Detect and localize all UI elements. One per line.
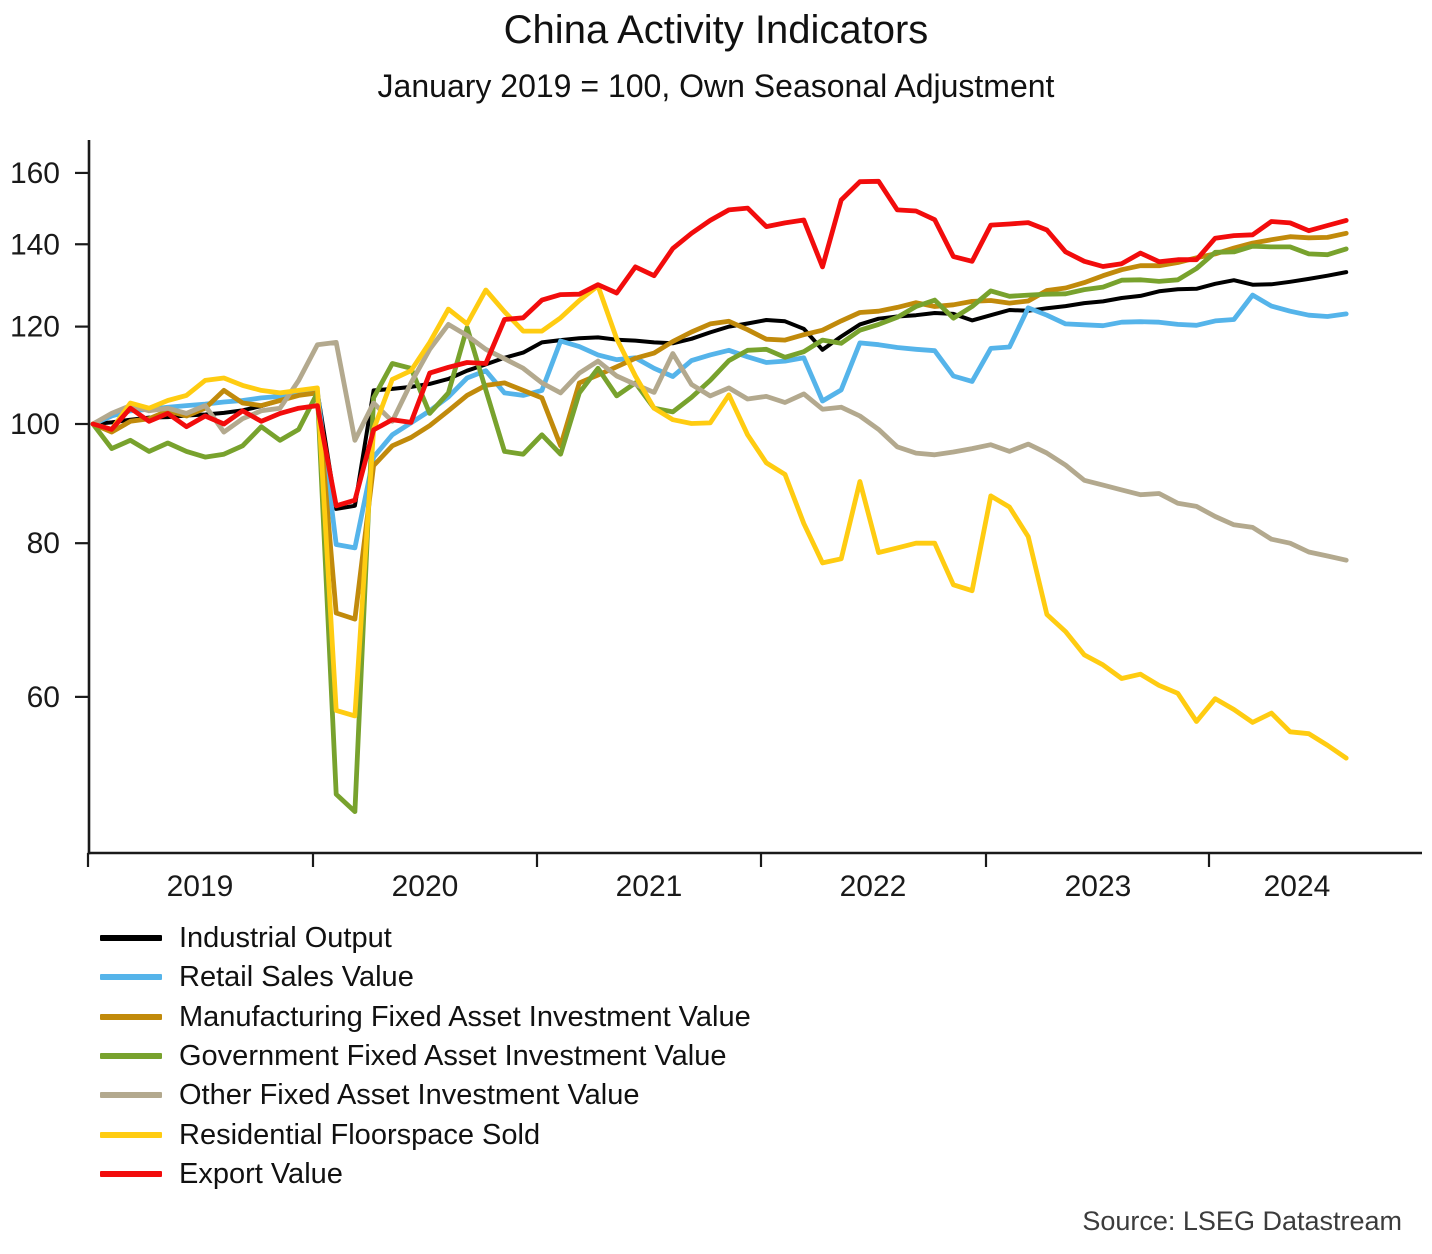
legend-swatch (100, 1053, 162, 1059)
legend-item-residential-floorspace-sold: Residential Floorspace Sold (100, 1119, 540, 1151)
legend-swatch (100, 974, 162, 980)
series-line-retail-sales-value (90, 292, 1349, 551)
x-year-label: 2021 (616, 870, 683, 903)
x-year-label: 2024 (1264, 870, 1331, 903)
legend-label: Retail Sales Value (179, 960, 414, 993)
legend-swatch (100, 1092, 162, 1098)
legend-label: Export Value (179, 1157, 343, 1190)
legend-label: Residential Floorspace Sold (179, 1118, 541, 1151)
chart-title: China Activity Indicators (503, 8, 929, 52)
legend-label: Other Fixed Asset Investment Value (179, 1078, 640, 1111)
legend-item-export-value: Export Value (100, 1158, 343, 1190)
source-note: Source: LSEG Datastream (1082, 1206, 1402, 1236)
x-year-label: 2023 (1065, 870, 1132, 903)
y-tick-label: 160 (10, 157, 60, 190)
x-year-label: 2019 (167, 870, 234, 903)
series-line-export-value (90, 178, 1349, 509)
legend-item-manufacturing-fixed-asset-investment-value: Manufacturing Fixed Asset Investment Val… (100, 1001, 751, 1033)
y-tick-label: 120 (10, 311, 60, 344)
legend-swatch (100, 1132, 162, 1138)
legend-item-retail-sales-value: Retail Sales Value (100, 961, 414, 993)
y-tick-label: 140 (10, 228, 60, 261)
legend-swatch (100, 1171, 162, 1177)
legend-item-other-fixed-asset-investment-value: Other Fixed Asset Investment Value (100, 1079, 639, 1111)
legend-label: Manufacturing Fixed Asset Investment Val… (179, 1000, 751, 1033)
x-year-label: 2022 (840, 870, 907, 903)
chart-subtitle: January 2019 = 100, Own Seasonal Adjustm… (377, 68, 1055, 104)
legend-item-industrial-output: Industrial Output (100, 922, 392, 954)
legend-swatch (100, 935, 162, 941)
y-tick-label: 80 (27, 527, 60, 560)
series-line-government-fixed-asset-investment-value (90, 243, 1349, 814)
y-tick-label: 100 (10, 408, 60, 441)
legend-swatch (100, 1014, 162, 1020)
series-line-other-fixed-asset-investment-value (90, 321, 1349, 563)
series-line-manufacturing-fixed-asset-investment-value (90, 230, 1349, 622)
legend-label: Industrial Output (179, 921, 392, 954)
series-line-residential-floorspace-sold (90, 283, 1349, 761)
legend-item-government-fixed-asset-investment-value: Government Fixed Asset Investment Value (100, 1040, 727, 1072)
y-tick-label: 60 (27, 681, 60, 714)
x-year-label: 2020 (392, 870, 459, 903)
legend-label: Government Fixed Asset Investment Value (179, 1039, 727, 1072)
